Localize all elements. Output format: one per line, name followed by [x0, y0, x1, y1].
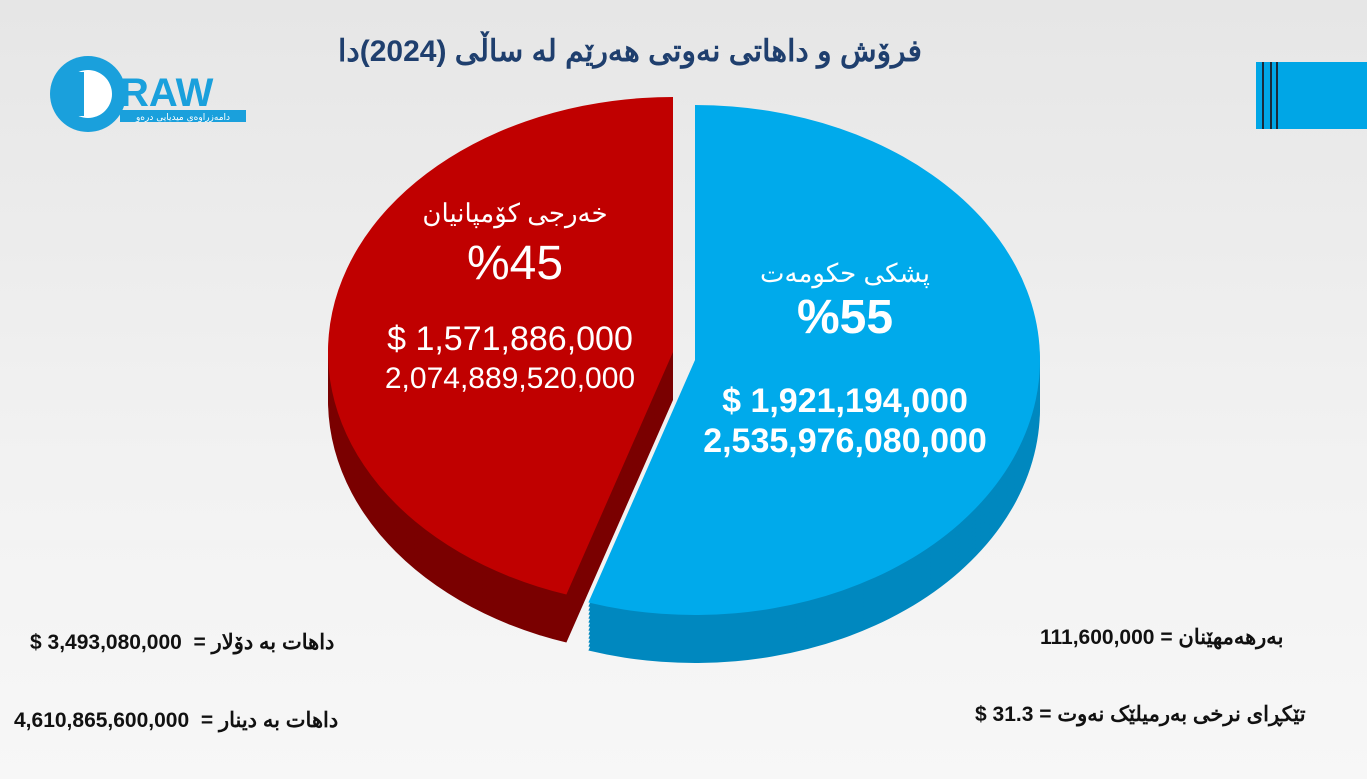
revenue-iqd-label: داهات بە دینار =: [200, 709, 339, 732]
production: 111,600,000 بەرهەمهێنان =: [1040, 625, 1283, 650]
slice-usd-companies: $ 1,571,886,000: [387, 320, 633, 358]
slice-label-companies: خەرجی کۆمپانیان: [422, 198, 608, 228]
production-label: بەرهەمهێنان =: [1160, 626, 1284, 649]
corner-decoration: [1256, 62, 1367, 129]
production-value: 111,600,000: [1040, 626, 1155, 649]
revenue-usd-value: $ 3,493,080,000: [30, 631, 182, 654]
slice-usd-government: $ 1,921,194,000: [722, 382, 968, 420]
revenue-usd-label: داهات بە دۆلار =: [193, 631, 335, 654]
slice-percent-government: %55: [796, 291, 894, 344]
pie-slice-government: [588, 105, 1040, 615]
average-price-value: $ 31.3: [975, 703, 1034, 726]
logo-tagline: دامەزراوەی میدیایی درەو: [135, 113, 230, 123]
svg-text:RAW: RAW: [120, 71, 214, 115]
average-price-label: تێکڕای نرخی بەرمیلێک نەوت =: [1039, 703, 1306, 726]
pie-slice-companies: [327, 97, 673, 595]
average-price: $ 31.3 تێکڕای نرخی بەرمیلێک نەوت =: [975, 702, 1306, 727]
chart-title: فرۆش و داهاتی نەوتی هەرێم لە ساڵی (2024)…: [338, 35, 922, 68]
draw-logo: RAW دامەزراوەی میدیایی درەو: [48, 56, 258, 136]
slice-iqd-companies: 2,074,889,520,000: [384, 362, 636, 395]
revenue-usd: $ 3,493,080,000 داهات بە دۆلار =: [30, 630, 334, 655]
slice-label-government: پشکی حکومەت: [760, 258, 930, 288]
revenue-iqd-value: 4,610,865,600,000: [14, 709, 190, 732]
slice-iqd-government: 2,535,976,080,000: [703, 422, 987, 460]
revenue-iqd: 4,610,865,600,000 داهات بە دینار =: [14, 708, 338, 733]
slice-percent-companies: %45: [466, 237, 564, 290]
